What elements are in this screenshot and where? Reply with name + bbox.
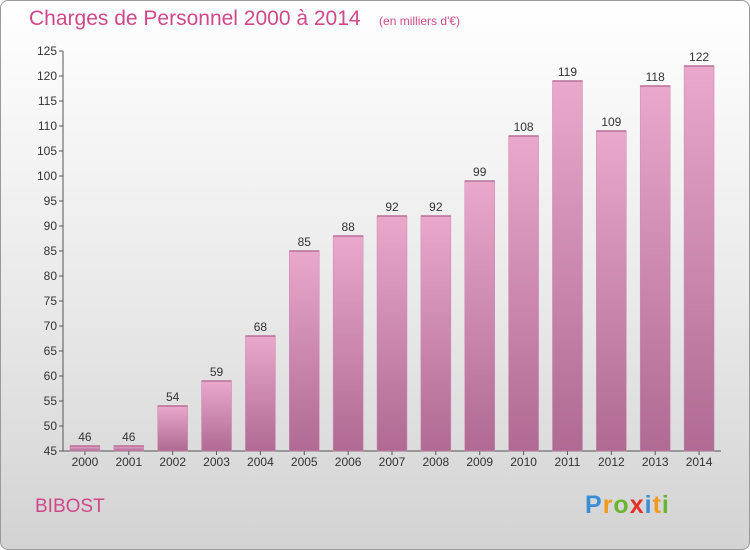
data-label: 92: [385, 200, 399, 214]
bar: [596, 130, 627, 452]
y-tick-label: 90: [44, 219, 58, 233]
data-label: 122: [689, 50, 709, 64]
bar: [552, 80, 583, 452]
x-tick-label: 2012: [598, 455, 625, 469]
y-tick-label: 125: [37, 44, 57, 58]
title-row: Charges de Personnel 2000 à 2014 (en mil…: [29, 7, 460, 31]
data-label: 108: [514, 120, 534, 134]
x-tick-label: 2006: [335, 455, 362, 469]
data-label: 99: [473, 165, 487, 179]
x-tick-label: 2007: [379, 455, 406, 469]
data-label: 118: [646, 70, 665, 84]
y-tick-label: 85: [44, 244, 58, 258]
data-label: 92: [429, 200, 443, 214]
x-tick-label: 2013: [642, 455, 669, 469]
logo-letter: r: [602, 491, 614, 519]
bar: [683, 65, 715, 452]
proxiti-logo: Proxiti: [585, 491, 670, 520]
x-tick-label: 2008: [423, 455, 450, 469]
data-label: 46: [78, 430, 92, 444]
data-label: 59: [210, 365, 224, 379]
chart-subtitle: (en milliers d'€): [379, 14, 461, 28]
data-label: 54: [166, 390, 180, 404]
y-tick-label: 55: [44, 394, 58, 408]
x-tick-label: 2011: [555, 455, 581, 469]
logo-letter: P: [585, 491, 603, 519]
y-tick-label: 65: [44, 344, 58, 358]
bar: [508, 135, 539, 452]
data-label: 119: [558, 65, 577, 79]
x-tick-label: 2009: [466, 455, 493, 469]
x-tick-label: 2002: [159, 455, 186, 469]
bar: [157, 405, 188, 452]
data-label: 68: [254, 320, 268, 334]
x-tick-label: 2004: [247, 455, 274, 469]
data-label: 85: [298, 235, 312, 249]
y-tick-label: 105: [37, 144, 57, 158]
logo-letter: i: [644, 491, 653, 519]
logo-letter: t: [652, 491, 662, 519]
y-tick-label: 110: [38, 119, 57, 133]
y-tick-label: 45: [44, 444, 58, 458]
y-tick-label: 120: [37, 69, 57, 83]
y-tick-label: 115: [38, 94, 57, 108]
y-tick-label: 100: [37, 169, 57, 183]
data-label: 88: [341, 220, 355, 234]
x-tick-label: 2010: [510, 455, 537, 469]
bar: [464, 180, 495, 452]
logo-letter: o: [613, 491, 630, 519]
bars: 46 46 54 59 68 85 88 92 92 99 108 119 109 118 122: [69, 50, 715, 452]
data-label: 46: [122, 430, 136, 444]
chart-title: Charges de Personnel 2000 à 2014: [29, 7, 361, 30]
bar: [420, 215, 452, 452]
y-tick-label: 60: [44, 369, 58, 383]
bar: [332, 235, 364, 452]
bar: [639, 85, 671, 452]
bar: [245, 335, 276, 452]
logo-letter: i: [661, 491, 670, 519]
bar: [289, 250, 320, 452]
x-tick-label: 2003: [203, 455, 230, 469]
logo-letter: x: [629, 491, 645, 519]
y-tick-label: 80: [44, 269, 58, 283]
y-tick-label: 75: [44, 294, 58, 308]
x-tick-label: 2014: [686, 455, 713, 469]
x-axis: 2000 2001 2002 2003 2004 2005 2006 2007 2008 2009…: [63, 450, 721, 469]
y-tick-label: 70: [44, 319, 58, 333]
y-axis: 45 50 55 60 65 70 75 80 85 90 95 100 105 110 115 120 125: [37, 44, 64, 458]
bar: [376, 215, 408, 452]
commune-name: BIBOST: [35, 496, 105, 517]
y-tick-label: 50: [44, 419, 58, 433]
x-tick-label: 2000: [72, 455, 99, 469]
x-tick-label: 2005: [291, 455, 318, 469]
y-tick-label: 95: [44, 194, 58, 208]
data-label: 109: [601, 115, 621, 129]
bar: [201, 380, 232, 452]
x-tick-label: 2001: [115, 455, 142, 469]
